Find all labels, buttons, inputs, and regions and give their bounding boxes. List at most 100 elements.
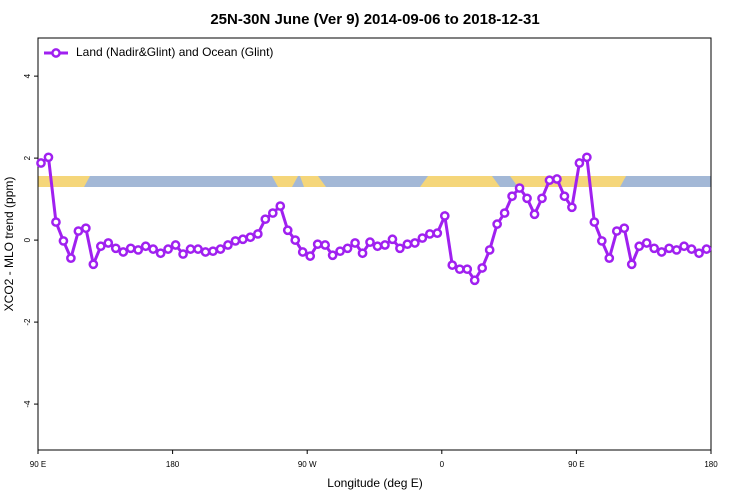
point — [507, 191, 517, 202]
point — [372, 241, 383, 252]
point — [193, 244, 203, 254]
point — [454, 264, 465, 275]
point — [432, 228, 443, 238]
point — [297, 247, 308, 257]
point — [402, 239, 413, 250]
point — [387, 234, 398, 245]
point — [290, 235, 301, 245]
point — [252, 229, 263, 239]
point — [395, 243, 405, 254]
point — [95, 241, 106, 252]
point — [140, 241, 151, 252]
point — [327, 250, 338, 261]
point — [619, 223, 630, 234]
point — [125, 243, 136, 254]
point — [58, 236, 69, 246]
point — [155, 248, 166, 259]
point — [656, 247, 667, 257]
point — [51, 217, 61, 227]
point — [424, 229, 435, 239]
point — [537, 193, 547, 204]
point — [679, 241, 689, 252]
point — [335, 246, 345, 257]
point — [148, 244, 159, 254]
point — [417, 233, 428, 243]
point — [604, 253, 615, 263]
point — [410, 238, 420, 248]
point — [567, 202, 577, 213]
point — [275, 201, 286, 211]
point — [267, 208, 278, 218]
plot-frame — [37, 37, 712, 451]
point — [611, 226, 622, 236]
point — [462, 264, 473, 275]
point — [544, 175, 555, 186]
x-tick-label: 0 — [440, 460, 445, 469]
x-tick-label: 90 W — [298, 460, 317, 469]
point — [342, 243, 353, 254]
point — [694, 248, 704, 259]
point — [477, 263, 488, 273]
point — [664, 243, 674, 254]
point — [305, 251, 316, 261]
y-tick-label: 4 — [23, 73, 32, 78]
point — [701, 244, 712, 254]
point — [73, 226, 84, 236]
point — [245, 232, 256, 243]
point — [312, 239, 323, 250]
point — [208, 246, 218, 257]
legend-marker — [51, 48, 61, 58]
y-tick-label: 2 — [23, 155, 32, 160]
point — [649, 243, 660, 254]
point — [380, 240, 390, 250]
point — [133, 245, 144, 255]
point — [163, 244, 173, 254]
point — [350, 238, 360, 248]
point — [499, 208, 510, 218]
point — [88, 259, 99, 270]
x-tick-label: 90 E — [568, 460, 584, 469]
point — [559, 191, 570, 202]
y-tick-label: -4 — [23, 400, 32, 408]
point — [365, 237, 375, 248]
point — [178, 249, 188, 259]
point — [492, 219, 502, 229]
point — [357, 248, 368, 259]
point — [170, 240, 181, 250]
point — [582, 152, 592, 163]
point — [522, 193, 532, 204]
point — [686, 244, 697, 254]
surface-band — [38, 176, 711, 187]
point — [671, 245, 682, 255]
point — [552, 174, 562, 184]
point — [484, 245, 495, 255]
point — [641, 238, 652, 248]
point — [514, 183, 525, 193]
point — [596, 236, 607, 246]
chart-title: 25N-30N June (Ver 9) 2014-09-06 to 2018-… — [210, 11, 539, 28]
point — [215, 244, 226, 254]
y-tick-label: -2 — [23, 318, 32, 326]
y-axis-label: XCO2 - MLO trend (ppm) — [2, 177, 16, 312]
point — [43, 152, 54, 163]
point — [110, 243, 121, 254]
point — [36, 158, 46, 168]
point — [200, 247, 211, 257]
x-tick-label: 180 — [704, 460, 718, 469]
point — [574, 158, 585, 168]
point — [118, 247, 129, 257]
point — [103, 238, 114, 248]
point — [626, 259, 637, 270]
point — [238, 234, 248, 245]
legend-label: Land (Nadir&Glint) and Ocean (Glint) — [76, 45, 273, 59]
point — [447, 260, 458, 270]
point — [260, 214, 271, 225]
point — [320, 240, 330, 250]
x-axis-label: Longitude (deg E) — [327, 476, 422, 490]
x-tick-label: 180 — [166, 460, 180, 469]
point — [223, 240, 233, 250]
point — [185, 244, 196, 254]
point — [282, 225, 293, 236]
x-tick-label: 90 E — [30, 460, 46, 469]
